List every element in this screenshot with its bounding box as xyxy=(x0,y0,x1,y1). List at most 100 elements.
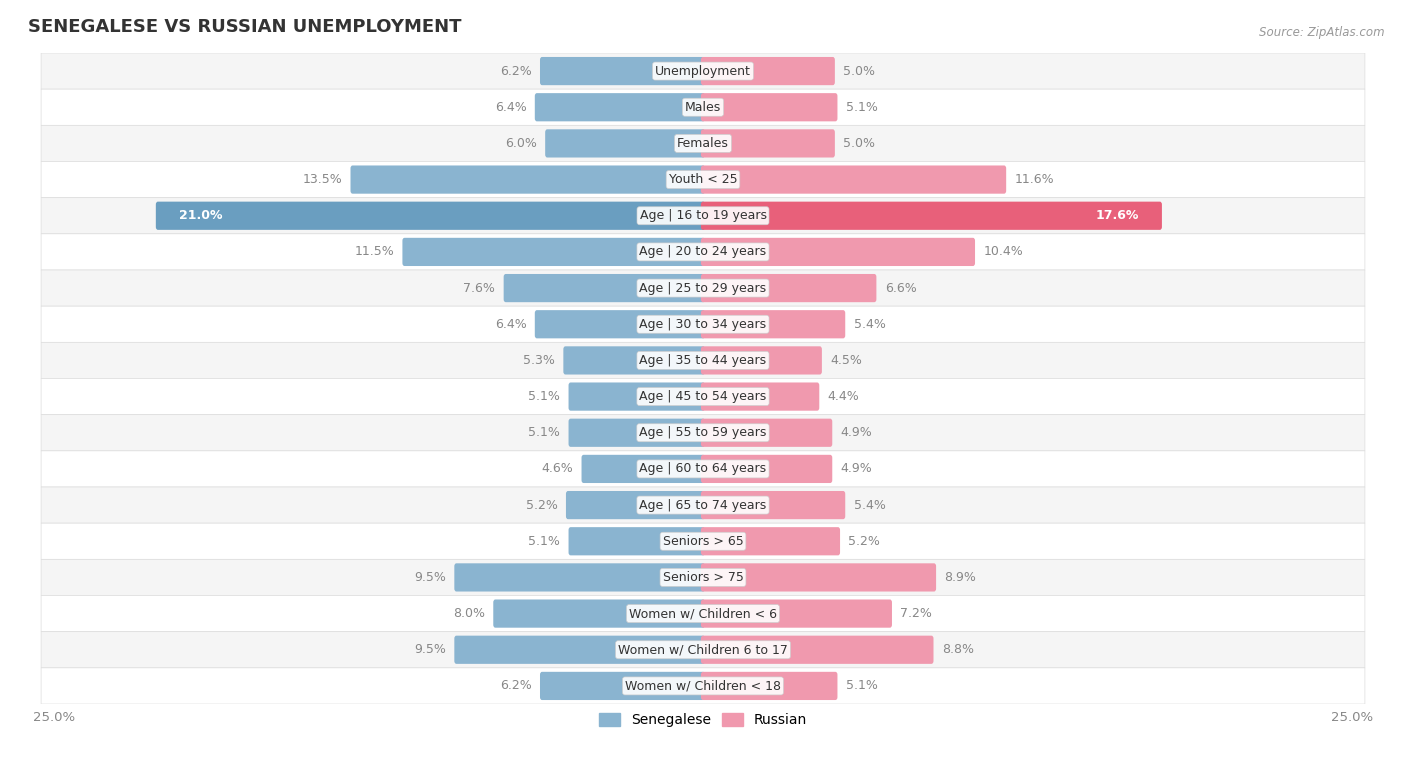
Text: 9.5%: 9.5% xyxy=(415,571,446,584)
FancyBboxPatch shape xyxy=(454,563,704,591)
FancyBboxPatch shape xyxy=(41,234,1365,270)
Text: 6.4%: 6.4% xyxy=(495,101,526,114)
Text: 5.4%: 5.4% xyxy=(853,499,886,512)
FancyBboxPatch shape xyxy=(540,671,704,700)
Text: 8.9%: 8.9% xyxy=(945,571,976,584)
FancyBboxPatch shape xyxy=(702,671,838,700)
Text: SENEGALESE VS RUSSIAN UNEMPLOYMENT: SENEGALESE VS RUSSIAN UNEMPLOYMENT xyxy=(28,18,461,36)
Text: 4.5%: 4.5% xyxy=(830,354,862,367)
Text: 4.9%: 4.9% xyxy=(841,463,872,475)
FancyBboxPatch shape xyxy=(350,166,704,194)
Text: 4.9%: 4.9% xyxy=(841,426,872,439)
Text: 11.6%: 11.6% xyxy=(1015,173,1054,186)
FancyBboxPatch shape xyxy=(41,270,1365,306)
FancyBboxPatch shape xyxy=(568,382,704,411)
FancyBboxPatch shape xyxy=(702,346,823,375)
FancyBboxPatch shape xyxy=(41,306,1365,342)
FancyBboxPatch shape xyxy=(41,451,1365,487)
FancyBboxPatch shape xyxy=(540,57,704,86)
FancyBboxPatch shape xyxy=(41,631,1365,668)
FancyBboxPatch shape xyxy=(702,455,832,483)
Text: 7.2%: 7.2% xyxy=(900,607,932,620)
FancyBboxPatch shape xyxy=(702,129,835,157)
FancyBboxPatch shape xyxy=(702,201,1161,230)
Text: 5.2%: 5.2% xyxy=(526,499,558,512)
FancyBboxPatch shape xyxy=(568,527,704,556)
FancyBboxPatch shape xyxy=(41,415,1365,451)
FancyBboxPatch shape xyxy=(702,527,839,556)
Text: Age | 45 to 54 years: Age | 45 to 54 years xyxy=(640,390,766,403)
FancyBboxPatch shape xyxy=(41,342,1365,378)
FancyBboxPatch shape xyxy=(702,600,891,628)
Text: 5.3%: 5.3% xyxy=(523,354,555,367)
Text: Age | 35 to 44 years: Age | 35 to 44 years xyxy=(640,354,766,367)
Text: 6.4%: 6.4% xyxy=(495,318,526,331)
Text: 8.0%: 8.0% xyxy=(453,607,485,620)
Text: Seniors > 75: Seniors > 75 xyxy=(662,571,744,584)
FancyBboxPatch shape xyxy=(582,455,704,483)
FancyBboxPatch shape xyxy=(702,57,835,86)
FancyBboxPatch shape xyxy=(567,491,704,519)
Text: 13.5%: 13.5% xyxy=(302,173,342,186)
Text: Women w/ Children < 6: Women w/ Children < 6 xyxy=(628,607,778,620)
FancyBboxPatch shape xyxy=(156,201,704,230)
Text: 6.2%: 6.2% xyxy=(501,64,531,77)
FancyBboxPatch shape xyxy=(702,238,974,266)
FancyBboxPatch shape xyxy=(702,563,936,591)
Text: 5.1%: 5.1% xyxy=(846,680,877,693)
Text: 5.2%: 5.2% xyxy=(848,534,880,548)
Text: Females: Females xyxy=(678,137,728,150)
Text: 5.4%: 5.4% xyxy=(853,318,886,331)
FancyBboxPatch shape xyxy=(503,274,704,302)
FancyBboxPatch shape xyxy=(41,198,1365,234)
Text: 6.6%: 6.6% xyxy=(884,282,917,294)
FancyBboxPatch shape xyxy=(402,238,704,266)
Text: 17.6%: 17.6% xyxy=(1095,209,1139,223)
FancyBboxPatch shape xyxy=(494,600,704,628)
Text: 11.5%: 11.5% xyxy=(354,245,394,258)
FancyBboxPatch shape xyxy=(702,636,934,664)
FancyBboxPatch shape xyxy=(702,310,845,338)
Text: Youth < 25: Youth < 25 xyxy=(669,173,737,186)
Text: Age | 30 to 34 years: Age | 30 to 34 years xyxy=(640,318,766,331)
FancyBboxPatch shape xyxy=(41,596,1365,631)
Text: Age | 16 to 19 years: Age | 16 to 19 years xyxy=(640,209,766,223)
Text: Women w/ Children 6 to 17: Women w/ Children 6 to 17 xyxy=(619,643,787,656)
Text: 10.4%: 10.4% xyxy=(983,245,1024,258)
Text: 21.0%: 21.0% xyxy=(179,209,222,223)
Text: Age | 20 to 24 years: Age | 20 to 24 years xyxy=(640,245,766,258)
FancyBboxPatch shape xyxy=(41,559,1365,596)
FancyBboxPatch shape xyxy=(454,636,704,664)
Text: Unemployment: Unemployment xyxy=(655,64,751,77)
Text: 8.8%: 8.8% xyxy=(942,643,974,656)
Text: 5.1%: 5.1% xyxy=(529,534,560,548)
Text: Source: ZipAtlas.com: Source: ZipAtlas.com xyxy=(1260,26,1385,39)
Text: 6.0%: 6.0% xyxy=(505,137,537,150)
FancyBboxPatch shape xyxy=(41,378,1365,415)
Text: 4.4%: 4.4% xyxy=(828,390,859,403)
FancyBboxPatch shape xyxy=(41,89,1365,126)
FancyBboxPatch shape xyxy=(41,161,1365,198)
Text: Age | 65 to 74 years: Age | 65 to 74 years xyxy=(640,499,766,512)
Text: Women w/ Children < 18: Women w/ Children < 18 xyxy=(626,680,780,693)
FancyBboxPatch shape xyxy=(568,419,704,447)
FancyBboxPatch shape xyxy=(546,129,704,157)
Text: 7.6%: 7.6% xyxy=(464,282,495,294)
FancyBboxPatch shape xyxy=(534,93,704,121)
FancyBboxPatch shape xyxy=(702,419,832,447)
Text: 9.5%: 9.5% xyxy=(415,643,446,656)
FancyBboxPatch shape xyxy=(41,487,1365,523)
FancyBboxPatch shape xyxy=(41,523,1365,559)
FancyBboxPatch shape xyxy=(702,166,1007,194)
FancyBboxPatch shape xyxy=(534,310,704,338)
FancyBboxPatch shape xyxy=(702,93,838,121)
Text: Age | 60 to 64 years: Age | 60 to 64 years xyxy=(640,463,766,475)
Legend: Senegalese, Russian: Senegalese, Russian xyxy=(593,708,813,733)
Text: Age | 55 to 59 years: Age | 55 to 59 years xyxy=(640,426,766,439)
Text: Males: Males xyxy=(685,101,721,114)
Text: 5.1%: 5.1% xyxy=(529,390,560,403)
Text: 5.1%: 5.1% xyxy=(846,101,877,114)
FancyBboxPatch shape xyxy=(41,668,1365,704)
Text: 5.1%: 5.1% xyxy=(529,426,560,439)
FancyBboxPatch shape xyxy=(702,491,845,519)
